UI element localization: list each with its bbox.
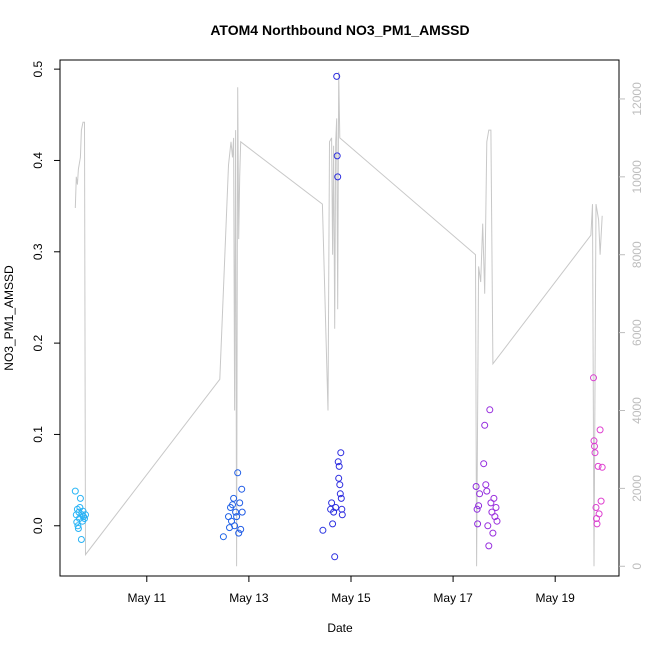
data-point [475,502,483,510]
y2-tick-label: 10000 [630,160,644,194]
data-point [335,474,343,482]
data-point [333,72,341,80]
x-axis: May 11 May 13 May 15 May 17 May 19 [128,576,576,605]
x-tick-label: May 19 [536,591,576,605]
data-point [338,511,346,519]
data-point [234,469,242,477]
data-point [474,520,482,528]
data-point [237,525,245,533]
data-point [334,173,342,181]
data-point [590,374,597,382]
data-point [219,533,227,541]
data-point [472,483,480,490]
data-point [594,462,602,470]
plot-frame [59,59,620,577]
data-point [482,481,490,489]
y2-tick-label: 4000 [630,397,644,424]
data-point [235,529,243,537]
data-point [336,481,344,489]
data-point [486,406,494,414]
y-axis-label: NO3_PM1_AMSSD [2,265,16,371]
data-point [473,505,481,513]
y-tick-label: 0.1 [31,426,45,443]
data-point [236,499,244,507]
data-point [74,525,82,532]
y-tick-label: 0.5 [31,60,45,77]
y-tick-label: 0.2 [31,334,45,351]
data-point [81,515,88,522]
data-point [484,522,492,530]
data-point [476,490,484,498]
data-point [334,458,342,466]
data-point [336,490,344,498]
data-point [493,517,501,525]
y2-tick-label: 0 [630,563,644,570]
y2-tick-label: 12000 [630,82,644,116]
data-point [229,501,236,509]
data-point [238,485,246,493]
y-axis-right: 0 2000 4000 6000 8000 10000 12000 [619,82,644,570]
data-point [319,526,327,534]
data-point [238,508,246,516]
data-point [233,513,241,521]
x-tick-label: May 11 [128,591,167,605]
x-tick-label: May 15 [331,591,371,605]
data-point [595,510,603,518]
y2-tick-label: 2000 [630,475,644,502]
data-point [485,542,493,550]
data-point [74,522,82,530]
data-point [483,487,491,495]
data-point [592,504,600,511]
data-point [335,462,343,470]
data-point [329,520,337,528]
y2-tick-label: 8000 [630,241,644,268]
x-axis-label: Date [327,621,353,635]
x-tick-label: May 13 [229,591,269,605]
data-point [82,511,89,519]
y-tick-label: 0.4 [31,152,45,169]
data-point [593,520,601,528]
secondary-series-layer [74,71,603,567]
data-point [230,494,238,502]
data-point [331,553,339,561]
chart-title: ATOM4 Northbound NO3_PM1_AMSSD [210,22,469,38]
secondary-series-line [74,71,603,567]
data-point [71,487,79,495]
y2-tick-label: 6000 [630,319,644,346]
data-point [232,508,240,516]
data-point [596,426,604,434]
data-point [489,529,497,537]
x-tick-label: May 17 [433,591,473,605]
y-tick-label: 0.3 [31,243,45,260]
data-point [337,494,345,502]
data-point [490,494,498,502]
data-point [328,499,336,507]
data-point [333,152,341,160]
data-point [598,463,606,471]
data-point [231,522,239,530]
data-point [481,421,489,429]
data-point [591,449,599,457]
y-axis-left: 0.0 0.1 0.2 0.3 0.4 0.5 [31,60,60,534]
data-point [77,536,85,543]
data-point [337,449,345,457]
data-point [76,494,84,502]
y-tick-label: 0.0 [31,517,45,534]
data-point [597,497,605,505]
data-point [332,504,340,511]
points-layer [71,72,606,561]
data-point [492,504,500,511]
data-point [480,460,488,468]
